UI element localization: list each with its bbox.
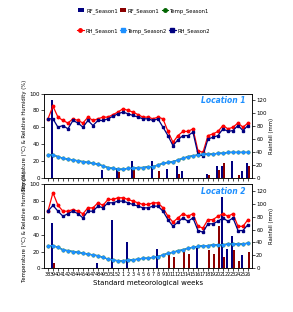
Bar (176, 166, 178, 178)
Bar (96, 263, 98, 268)
X-axis label: Standard meteorological weeks: Standard meteorological weeks (93, 280, 203, 285)
Y-axis label: Temperature (°C) & Relative Humidity (%): Temperature (°C) & Relative Humidity (%) (21, 80, 26, 191)
Bar (118, 173, 120, 178)
Bar (53, 263, 55, 268)
Bar (181, 171, 183, 178)
Legend: RF_Season1, RF_Season1, Temp_Season1: RF_Season1, RF_Season1, Temp_Season1 (76, 6, 211, 16)
Bar (248, 166, 250, 178)
Bar (183, 249, 185, 268)
Bar (233, 250, 235, 268)
Bar (238, 261, 240, 268)
Bar (178, 174, 180, 178)
Bar (231, 161, 233, 178)
Bar (131, 161, 133, 178)
Bar (223, 163, 225, 178)
Bar (111, 220, 113, 268)
Text: Location 1: Location 1 (201, 96, 246, 105)
Bar (226, 249, 228, 268)
Bar (51, 100, 53, 178)
Bar (238, 175, 240, 178)
Bar (246, 163, 248, 178)
Legend: RH_Season1, Temp_Season2, RH_Season2: RH_Season1, Temp_Season2, RH_Season2 (75, 26, 212, 36)
Bar (188, 254, 190, 268)
Bar (213, 254, 215, 268)
Bar (126, 242, 128, 268)
Y-axis label: Temperature (°C) & Relative Humidity (%): Temperature (°C) & Relative Humidity (%) (21, 171, 26, 282)
Bar (248, 252, 250, 268)
Bar (216, 166, 218, 178)
Bar (218, 226, 220, 268)
Text: Location 2: Location 2 (201, 187, 246, 196)
Bar (208, 175, 210, 178)
Bar (208, 250, 210, 268)
Bar (218, 170, 220, 178)
Bar (101, 170, 103, 178)
Bar (168, 256, 170, 268)
Bar (116, 168, 118, 178)
Bar (231, 236, 233, 268)
Bar (166, 168, 168, 178)
Bar (51, 223, 53, 268)
Bar (156, 249, 158, 268)
Bar (196, 248, 198, 268)
Bar (241, 171, 243, 178)
Bar (223, 257, 225, 268)
Bar (173, 257, 175, 268)
Bar (221, 197, 223, 268)
Y-axis label: Rainfall (mm): Rainfall (mm) (270, 208, 275, 244)
Bar (206, 174, 208, 178)
Bar (133, 170, 135, 178)
Bar (241, 256, 243, 268)
Y-axis label: Rainfall (mm): Rainfall (mm) (270, 118, 275, 154)
Bar (158, 171, 160, 178)
Bar (221, 166, 223, 178)
Bar (151, 161, 153, 178)
